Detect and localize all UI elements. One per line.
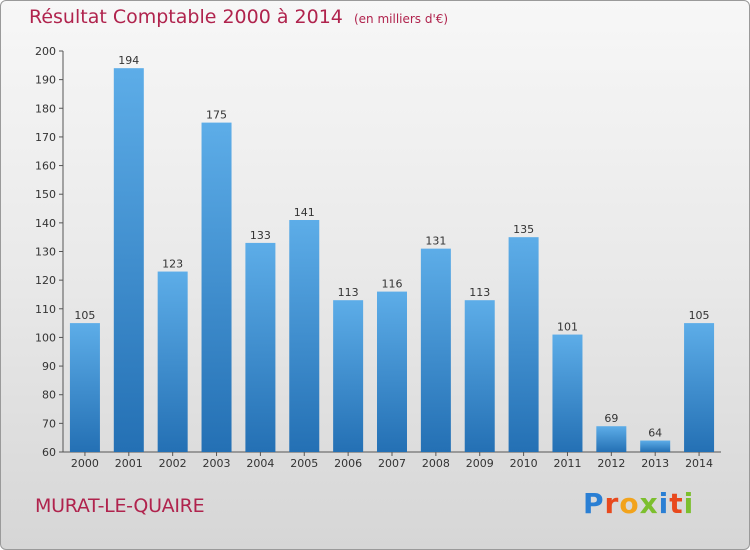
data-labels: 105 194 123 175 133 141 113 116 131 113 135 101 69 64… — [74, 54, 709, 439]
data-label-2006: 113 — [338, 286, 359, 299]
y-tick-label: 70 — [42, 417, 56, 430]
bar-2012 — [596, 426, 627, 452]
y-tick-label: 190 — [35, 74, 56, 87]
data-label-2007: 116 — [382, 278, 403, 291]
y-tick-label: 120 — [35, 274, 56, 287]
y-tick-label: 180 — [35, 102, 56, 115]
x-tick-label: 2010 — [510, 457, 538, 470]
bar-2007 — [377, 291, 407, 452]
bar-2005 — [289, 219, 320, 452]
y-tick-label: 110 — [35, 303, 56, 316]
x-tick-label: 2008 — [422, 457, 450, 470]
y-tick-label: 80 — [42, 389, 56, 402]
bar-2014 — [684, 323, 715, 452]
bars — [69, 68, 715, 452]
brand-logo: Proxiti — [583, 487, 695, 520]
chart-title: Résultat Comptable 2000 à 2014 — [29, 6, 343, 28]
data-label-2004: 133 — [250, 229, 271, 242]
data-label-2009: 113 — [469, 286, 490, 299]
chart-title-block: Résultat Comptable 2000 à 2014 (en milli… — [29, 6, 448, 28]
bar-2000 — [69, 323, 100, 452]
y-tick-label: 130 — [35, 246, 56, 259]
x-tick-label: 2006 — [334, 457, 362, 470]
data-label-2000: 105 — [74, 309, 95, 322]
bar-2004 — [245, 242, 276, 452]
bar-2006 — [333, 300, 364, 452]
place-name: MURAT-LE-QUAIRE — [35, 495, 205, 517]
x-tick-label: 2005 — [290, 457, 318, 470]
bar-2013 — [640, 440, 671, 452]
y-tick-label: 140 — [35, 217, 56, 230]
data-label-2002: 123 — [162, 258, 183, 271]
data-label-2012: 69 — [604, 412, 618, 425]
data-label-2011: 101 — [557, 321, 578, 334]
y-tick-label: 60 — [42, 446, 56, 459]
bar-2011 — [552, 334, 583, 452]
bar-2002 — [157, 271, 188, 452]
x-tick-label: 2004 — [246, 457, 274, 470]
data-label-2013: 64 — [648, 427, 662, 440]
x-tick-label: 2012 — [597, 457, 625, 470]
bar-2009 — [464, 300, 495, 452]
y-tick-label: 100 — [35, 331, 56, 344]
x-tick-label: 2009 — [466, 457, 494, 470]
bar-2003 — [201, 122, 232, 452]
bar-2010 — [508, 237, 539, 452]
data-label-2001: 194 — [118, 54, 139, 67]
bar-2008 — [420, 248, 451, 452]
x-tick-label: 2001 — [115, 457, 143, 470]
data-label-2014: 105 — [689, 309, 710, 322]
x-tick-label: 2000 — [71, 457, 99, 470]
x-tick-label: 2011 — [553, 457, 581, 470]
y-tick-label: 170 — [35, 131, 56, 144]
data-label-2005: 141 — [294, 206, 315, 219]
y-tick-label: 150 — [35, 188, 56, 201]
x-tick-label: 2013 — [641, 457, 669, 470]
x-tick-label: 2003 — [203, 457, 231, 470]
data-label-2003: 175 — [206, 109, 227, 122]
data-label-2010: 135 — [513, 223, 534, 236]
y-tick-label: 90 — [42, 360, 56, 373]
bar-2001 — [113, 68, 144, 452]
data-label-2008: 131 — [425, 235, 446, 248]
y-tick-label: 200 — [35, 45, 56, 58]
x-tick-label: 2014 — [685, 457, 713, 470]
x-tick-label: 2007 — [378, 457, 406, 470]
y-tick-label: 160 — [35, 160, 56, 173]
x-tick-label: 2002 — [159, 457, 187, 470]
chart-subtitle: (en milliers d'€) — [353, 12, 449, 26]
